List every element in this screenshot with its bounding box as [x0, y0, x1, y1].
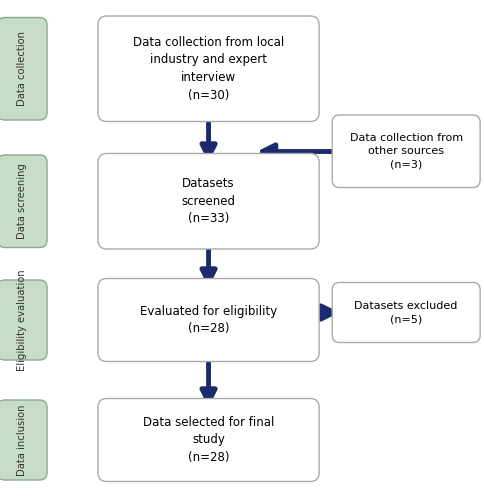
FancyBboxPatch shape [332, 115, 479, 188]
Text: Data collection: Data collection [17, 31, 27, 106]
Text: Data screening: Data screening [17, 164, 27, 239]
FancyBboxPatch shape [98, 154, 318, 249]
Text: Data collection from
other sources
(n=3): Data collection from other sources (n=3) [349, 132, 462, 170]
FancyBboxPatch shape [98, 16, 318, 122]
Text: Datasets excluded
(n=5): Datasets excluded (n=5) [354, 300, 457, 324]
FancyBboxPatch shape [0, 155, 47, 248]
Text: Datasets
screened
(n=33): Datasets screened (n=33) [181, 178, 235, 225]
FancyBboxPatch shape [98, 398, 318, 481]
FancyBboxPatch shape [98, 278, 318, 361]
FancyBboxPatch shape [0, 280, 47, 360]
Text: Data inclusion: Data inclusion [17, 404, 27, 476]
Text: Data collection from local
industry and expert
interview
(n=30): Data collection from local industry and … [133, 36, 284, 102]
Text: Evaluated for eligibility
(n=28): Evaluated for eligibility (n=28) [140, 304, 276, 335]
Text: Data selected for final
study
(n=28): Data selected for final study (n=28) [143, 416, 273, 464]
FancyBboxPatch shape [332, 282, 479, 343]
FancyBboxPatch shape [0, 400, 47, 480]
FancyBboxPatch shape [0, 18, 47, 120]
Text: Eligibility evaluation: Eligibility evaluation [17, 269, 27, 371]
